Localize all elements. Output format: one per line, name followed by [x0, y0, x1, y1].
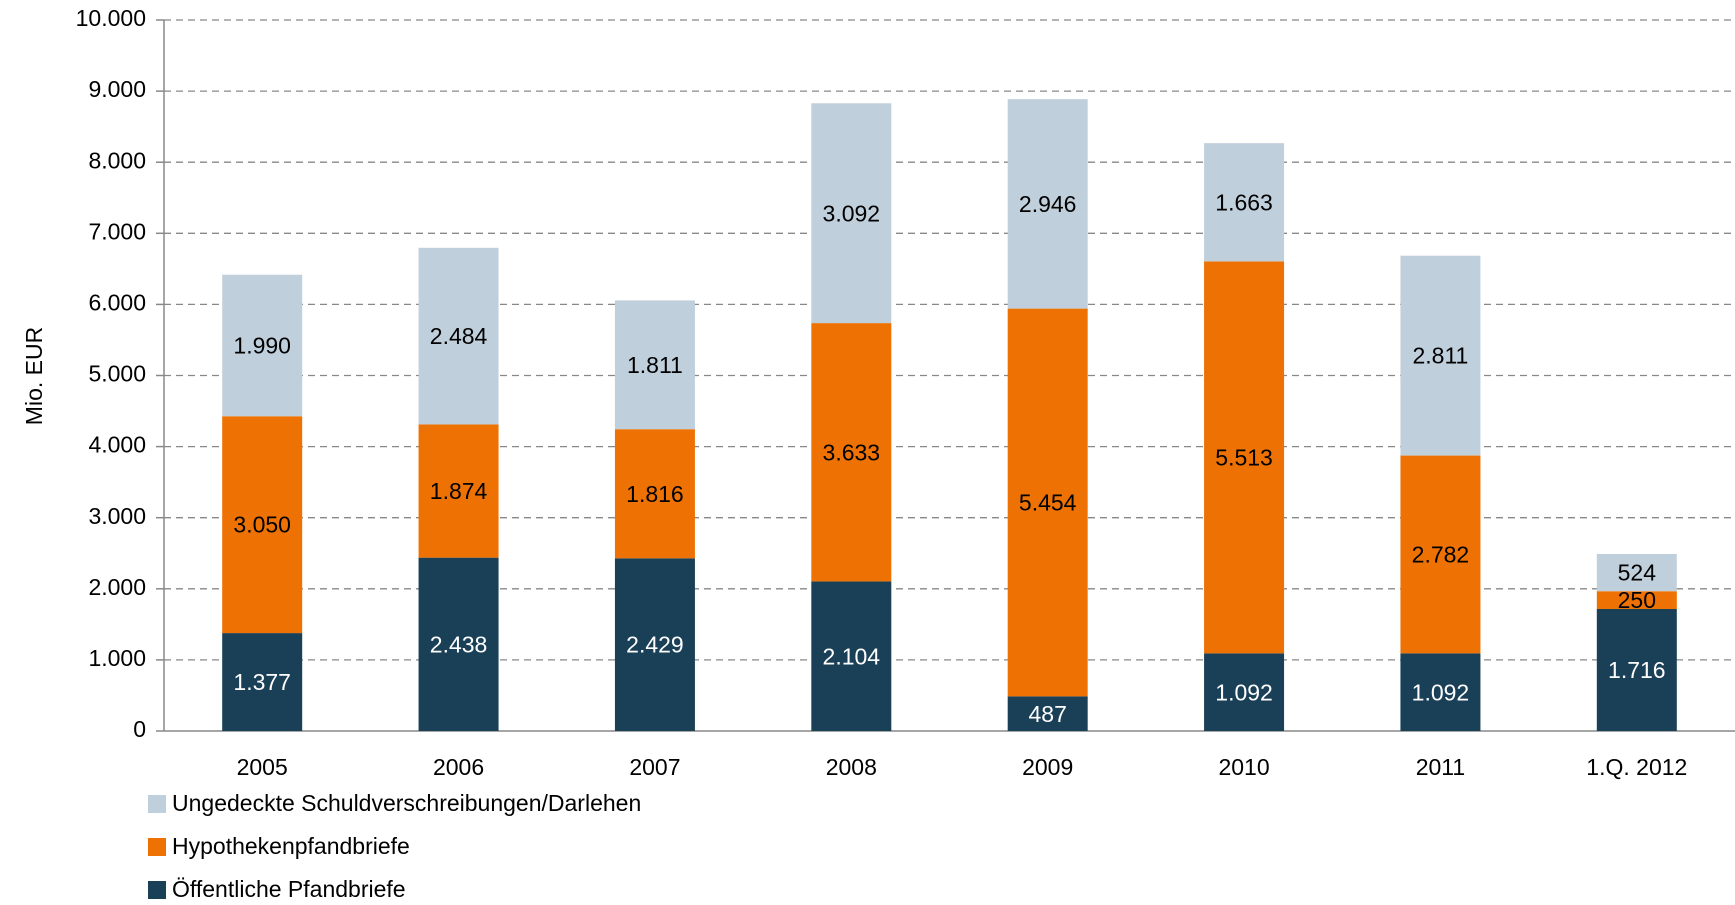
legend-swatch [148, 795, 166, 813]
bar-segment [1400, 455, 1481, 654]
y-tick-label: 6.000 [88, 289, 146, 315]
data-label: 3.050 [233, 512, 291, 538]
bar-segment [1007, 308, 1088, 697]
data-label: 2.429 [626, 632, 684, 658]
data-label: 2.484 [430, 323, 488, 349]
bar-segment [1400, 255, 1481, 456]
data-label: 2.811 [1413, 343, 1469, 369]
data-label: 1.092 [1215, 679, 1273, 705]
x-tick-label: 2007 [629, 754, 680, 780]
y-tick-label: 3.000 [88, 503, 146, 529]
legend-swatch [148, 838, 166, 856]
bar-segment [222, 274, 303, 417]
bar-segment [1007, 99, 1088, 309]
data-label: 1.816 [626, 481, 684, 507]
data-label: 1.874 [430, 478, 488, 504]
bar-segment [1204, 653, 1285, 731]
data-label: 1.811 [627, 352, 683, 378]
legend-swatch [148, 881, 166, 899]
bar-segment [1596, 553, 1677, 592]
bar-segment [222, 416, 303, 634]
bar-segment [811, 323, 892, 582]
bar-segment [1596, 608, 1677, 731]
x-tick-label: 2006 [433, 754, 484, 780]
data-label: 524 [1618, 560, 1657, 586]
x-tick-label: 2010 [1218, 754, 1269, 780]
bar-segment [811, 581, 892, 731]
data-label: 5.513 [1215, 444, 1273, 470]
data-label: 1.663 [1215, 189, 1273, 215]
bar-segment [811, 103, 892, 324]
x-tick-label: 2009 [1022, 754, 1073, 780]
bar-segment [418, 247, 499, 425]
bar-segment [614, 429, 695, 559]
y-tick-label: 4.000 [88, 432, 146, 458]
data-label: 250 [1618, 587, 1656, 613]
data-label: 487 [1029, 701, 1067, 727]
bar-segment [614, 300, 695, 430]
x-tick-label: 2011 [1416, 754, 1465, 780]
bar-segment [1204, 143, 1285, 262]
bar-segment [222, 633, 303, 731]
data-label: 3.092 [823, 200, 881, 226]
bar-segment [418, 557, 499, 731]
data-label: 1.990 [233, 333, 291, 359]
data-label: 1.092 [1412, 679, 1470, 705]
data-label: 3.633 [823, 439, 881, 465]
x-tick-label: 2008 [826, 754, 877, 780]
data-label: 2.104 [823, 643, 881, 669]
data-label: 1.377 [233, 669, 291, 695]
data-label: 2.438 [430, 631, 488, 657]
y-tick-label: 1.000 [88, 645, 146, 671]
y-axis-label: Mio. EUR [21, 327, 47, 425]
y-tick-label: 9.000 [88, 76, 146, 102]
data-label: 5.454 [1019, 490, 1077, 516]
data-label: 2.946 [1019, 191, 1077, 217]
y-tick-label: 10.000 [76, 5, 146, 31]
data-label: 1.716 [1608, 657, 1666, 683]
x-tick-label: 1.Q. 2012 [1586, 754, 1687, 780]
x-tick-label: 2005 [237, 754, 288, 780]
y-tick-label: 8.000 [88, 147, 146, 173]
bar-segment [1007, 696, 1088, 731]
bar-segment [1204, 261, 1285, 654]
y-tick-label: 7.000 [88, 218, 146, 244]
y-tick-label: 2.000 [88, 574, 146, 600]
bar-segment [614, 558, 695, 731]
legend-label: Hypothekenpfandbriefe [172, 833, 410, 859]
y-tick-label: 0 [133, 716, 146, 742]
bar-segment [1400, 653, 1481, 731]
bar-segment [418, 424, 499, 558]
legend-label: Öffentliche Pfandbriefe [172, 876, 406, 902]
legend-label: Ungedeckte Schuldverschreibungen/Darlehe… [172, 790, 641, 816]
y-tick-label: 5.000 [88, 361, 146, 387]
data-label: 2.782 [1412, 542, 1470, 568]
bar-segment [1596, 591, 1677, 609]
